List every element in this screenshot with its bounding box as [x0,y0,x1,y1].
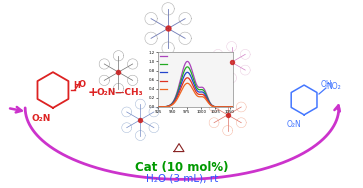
Text: OH: OH [321,80,333,89]
Text: O₂N—CH₃: O₂N—CH₃ [97,88,143,96]
Text: O₂N: O₂N [287,120,302,129]
Text: O: O [79,80,86,89]
Text: NO₂: NO₂ [326,82,340,91]
Text: Cat (10 mol%): Cat (10 mol%) [135,161,229,174]
Text: +: + [88,86,98,99]
Text: H₂O (3 mL), rt: H₂O (3 mL), rt [146,173,218,183]
Text: O₂N: O₂N [31,114,51,123]
Text: H: H [73,81,80,89]
